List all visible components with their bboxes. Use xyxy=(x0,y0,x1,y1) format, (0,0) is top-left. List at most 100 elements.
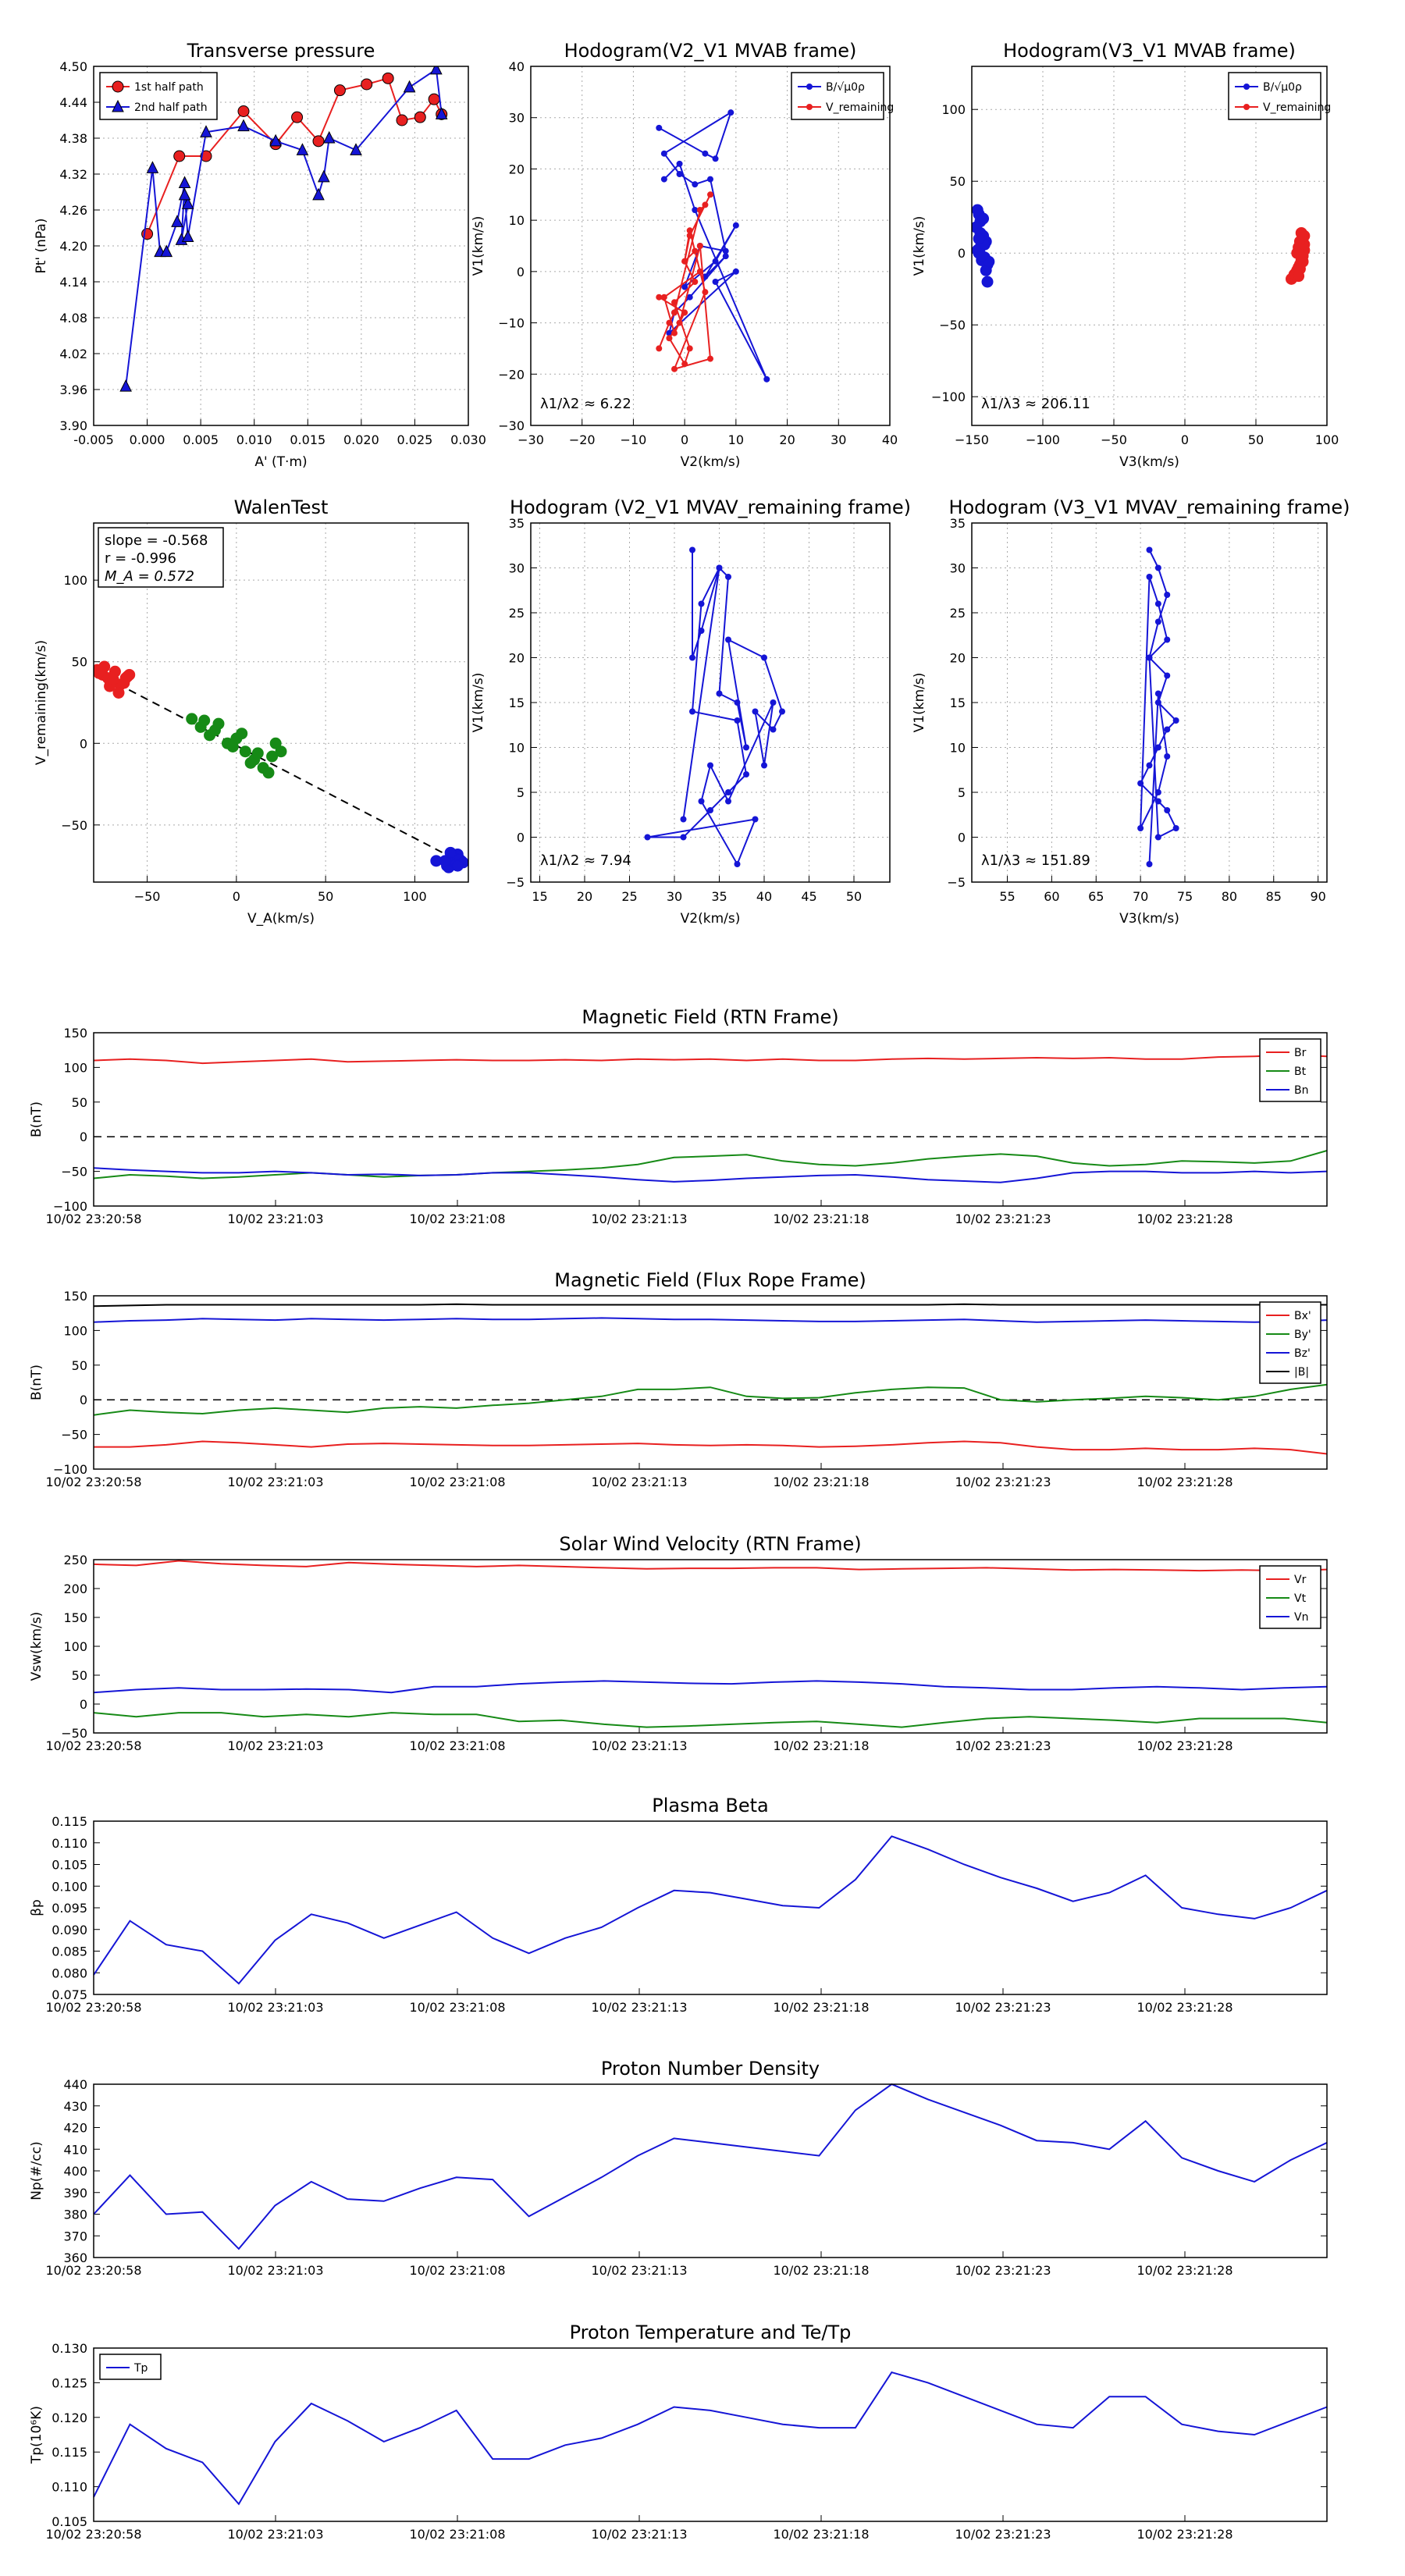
transverse-pressure-series-0-point xyxy=(312,135,325,148)
transverse-pressure-xtick-label: 0.025 xyxy=(397,432,433,447)
magnetic-field-rtn-ytick-label: 0 xyxy=(80,1130,87,1144)
transverse-pressure-ytick-label: 4.14 xyxy=(59,275,87,290)
transverse-pressure-xtick-label: -0.005 xyxy=(73,432,114,447)
hodogram-v3-v1-mvav-series-0-point xyxy=(1146,762,1153,769)
magnetic-field-rtn-xtick-label: 10/02 23:21:23 xyxy=(955,1212,1051,1226)
walen-test-series-1-point xyxy=(208,724,221,737)
hodogram-v2-v1-mvab-xtick-label: −30 xyxy=(518,432,544,447)
hodogram-v2-v1-mvav-series-0-point xyxy=(689,708,695,715)
hodogram-v2-v1-mvab-series-1-point xyxy=(660,294,667,301)
hodogram-v3-v1-mvav-series-0-point xyxy=(1146,574,1153,580)
walen-test-ytick-label: 100 xyxy=(63,573,87,588)
hodogram-v3-v1-mvav-series-0-point xyxy=(1164,672,1171,679)
transverse-pressure-ytick-label: 4.26 xyxy=(59,203,87,218)
magnetic-field-flux-rope-ytick-label: 100 xyxy=(63,1323,87,1338)
transverse-pressure-ytick-label: 4.20 xyxy=(59,239,87,254)
transverse-pressure-legend-label: 2nd half path xyxy=(134,101,208,114)
hodogram-v2-v1-mvav-series-0-point xyxy=(725,636,731,643)
hodogram-v3-v1-mvav-data-layer xyxy=(1137,546,1179,867)
transverse-pressure-series-1-point xyxy=(312,187,325,201)
hodogram-v2-v1-mvab-plot-frame xyxy=(530,66,891,426)
hodogram-v3-v1-mvab-xtick-label: −50 xyxy=(1101,432,1127,447)
transverse-pressure-series-1-point xyxy=(160,244,173,258)
proton-temperature-xtick-label: 10/02 23:21:28 xyxy=(1136,2527,1232,2542)
transverse-pressure-ytick-label: 4.50 xyxy=(59,59,87,74)
hodogram-v3-v1-mvav-xtick-label: 55 xyxy=(999,889,1015,904)
plasma-beta-xtick-label: 10/02 23:21:13 xyxy=(591,2000,687,2015)
hodogram-v3-v1-mvab-ytick-label: 0 xyxy=(958,246,966,261)
hodogram-v2-v1-mvab-xtick-label: −10 xyxy=(621,432,647,447)
proton-number-density-xtick-label: 10/02 23:20:58 xyxy=(45,2263,141,2278)
hodogram-v2-v1-mvab-chart: Hodogram(V2_V1 MVAB frame) −30 −20 −10 0 10 20… xyxy=(471,40,898,470)
transverse-pressure-ytick-label: 3.90 xyxy=(59,418,87,433)
transverse-pressure-series-1-point xyxy=(200,125,212,137)
walen-test-fit-line xyxy=(93,671,465,865)
hodogram-v2-v1-mvav-series-0-point xyxy=(725,789,731,795)
hodogram-v3-v1-mvab-chart: Hodogram(V3_V1 MVAB frame) −150 −100 −50 0 50… xyxy=(912,40,1339,470)
hodogram-v2-v1-mvav-series-0-point xyxy=(734,861,741,867)
transverse-pressure-series-0-point xyxy=(361,78,373,91)
solar-wind-velocity-ytick-label: −50 xyxy=(61,1726,87,1741)
hodogram-v3-v1-mvab-series-0-point xyxy=(976,250,988,262)
solar-wind-velocity-legend-label: Vn xyxy=(1294,1611,1308,1624)
hodogram-v2-v1-mvab-ytick-label: 20 xyxy=(509,162,525,176)
hodogram-v2-v1-mvab-legend-marker xyxy=(806,104,813,110)
walen-test-plot-frame xyxy=(93,522,469,883)
hodogram-v2-v1-mvab-series-1-point xyxy=(692,247,699,254)
hodogram-v2-v1-mvab-series-0-point xyxy=(727,109,735,116)
hodogram-v2-v1-mvab-series-1-point xyxy=(686,232,693,239)
magnetic-field-rtn-ytick-label: 150 xyxy=(63,1026,87,1041)
hodogram-v3-v1-mvav-series-0-point xyxy=(1146,654,1153,661)
hodogram-v2-v1-mvab-legend-box xyxy=(791,72,884,120)
hodogram-v3-v1-mvav-ytick-label: 20 xyxy=(950,651,966,666)
walen-test-series-1-point xyxy=(266,750,279,763)
hodogram-v2-v1-mvav-ytick-label: 15 xyxy=(509,696,525,710)
proton-temperature-ylabel: Tp(10⁶K) xyxy=(29,2406,44,2464)
hodogram-v2-v1-mvav-series-0-point xyxy=(689,546,695,553)
hodogram-v2-v1-mvab-series-1-point xyxy=(656,345,663,352)
hodogram-v3-v1-mvav-series-0-point xyxy=(1154,564,1161,571)
plasma-beta-series-0-line xyxy=(93,1835,1328,1985)
hodogram-v2-v1-mvab-series-0-point xyxy=(712,155,719,162)
hodogram-v2-v1-mvab-xtick-label: 20 xyxy=(779,432,795,447)
solar-wind-velocity-plot-frame xyxy=(93,1559,1328,1734)
walen-test-series-1-point xyxy=(275,745,287,758)
plasma-beta-ytick-label: 0.110 xyxy=(52,1836,87,1851)
proton-number-density-xtick-label: 10/02 23:21:18 xyxy=(773,2263,869,2278)
hodogram-v3-v1-mvav-chart: Hodogram (V3_V1 MVAV_remaining frame) 55 6… xyxy=(912,496,1350,927)
transverse-pressure-ytick-label: 4.08 xyxy=(59,311,87,326)
hodogram-v2-v1-mvab-series-1-point xyxy=(707,191,713,198)
proton-number-density-xtick-label: 10/02 23:21:23 xyxy=(955,2263,1051,2278)
hodogram-v3-v1-mvab-series-1-point xyxy=(1293,270,1305,283)
hodogram-v2-v1-mvab-ytick-label: 30 xyxy=(509,111,525,126)
proton-temperature-ytick-label: 0.120 xyxy=(52,2411,87,2425)
magnetic-field-rtn-xtick-label: 10/02 23:20:58 xyxy=(45,1212,141,1226)
walen-test-series-1-point xyxy=(239,745,251,758)
proton-number-density-ytick-label: 390 xyxy=(63,2186,87,2201)
hodogram-v2-v1-mvav-series-0-point xyxy=(689,654,695,661)
magnetic-field-flux-rope-legend-label: Bx' xyxy=(1294,1310,1311,1322)
magnetic-field-rtn-xtick-label: 10/02 23:21:08 xyxy=(409,1212,505,1226)
hodogram-v2-v1-mvab-series-0-point xyxy=(732,222,739,229)
hodogram-v3-v1-mvav-series-0-point xyxy=(1164,726,1171,733)
hodogram-v2-v1-mvav-series-0-point xyxy=(680,816,687,823)
magnetic-field-flux-rope-legend-label: By' xyxy=(1294,1329,1311,1341)
plasma-beta-ytick-label: 0.080 xyxy=(52,1966,87,1980)
hodogram-v2-v1-mvab-series-1-point xyxy=(702,289,709,296)
magnetic-field-flux-rope-ytick-label: 50 xyxy=(72,1358,87,1373)
hodogram-v2-v1-mvav-xtick-label: 15 xyxy=(532,889,547,904)
hodogram-v2-v1-mvab-series-0-point xyxy=(681,283,688,290)
transverse-pressure-ytick-label: 4.32 xyxy=(59,167,87,182)
hodogram-v3-v1-mvab-xtick-label: −150 xyxy=(955,432,989,447)
hodogram-v2-v1-mvav-series-0-point xyxy=(725,574,731,580)
hodogram-v2-v1-mvab-series-1-point xyxy=(702,201,709,208)
hodogram-v3-v1-mvav-xtick-label: 80 xyxy=(1222,889,1237,904)
hodogram-v2-v1-mvav-series-0-point xyxy=(734,699,741,706)
plasma-beta-ytick-label: 0.090 xyxy=(52,1923,87,1937)
hodogram-v3-v1-mvab-legend-box xyxy=(1228,72,1321,120)
magnetic-field-rtn-xtick-label: 10/02 23:21:18 xyxy=(773,1212,869,1226)
walen-test-series-2-point xyxy=(439,855,451,867)
walen-test-series-1-point xyxy=(198,714,211,727)
hodogram-v3-v1-mvab-xtick-label: −100 xyxy=(1026,432,1060,447)
hodogram-v2-v1-mvab-series-1-point xyxy=(686,345,693,352)
